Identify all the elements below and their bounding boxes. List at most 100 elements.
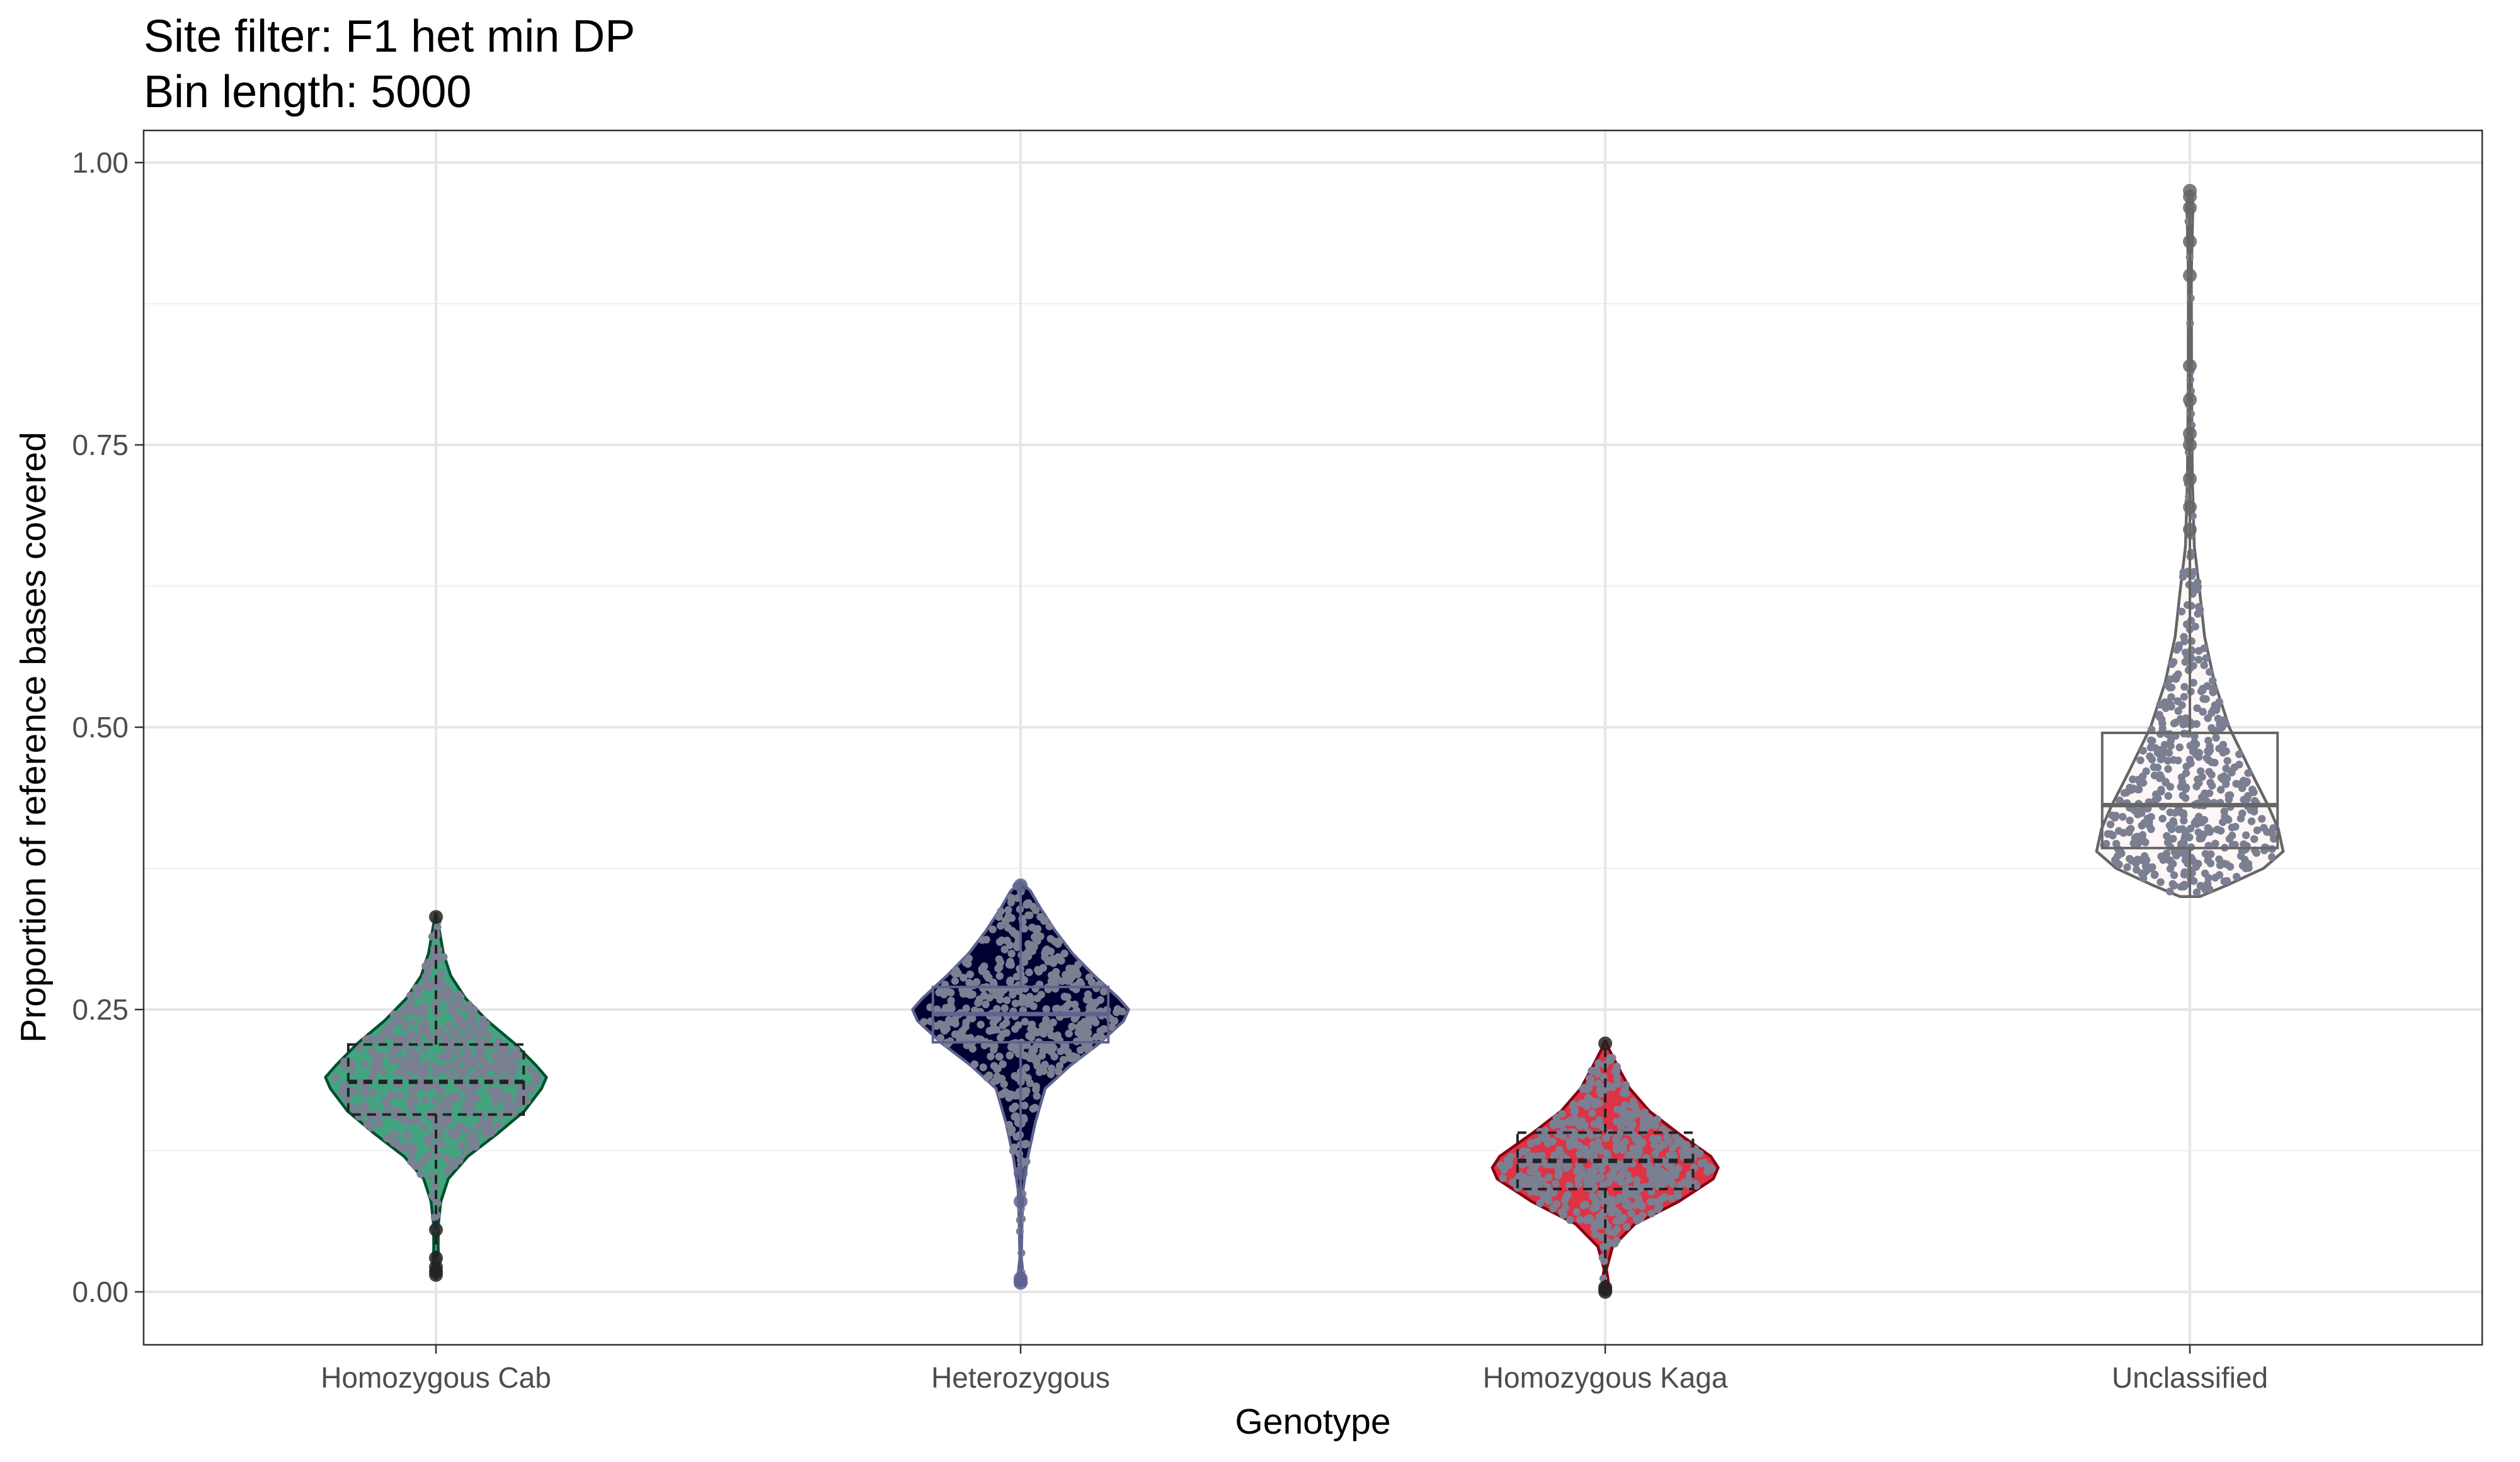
data-point bbox=[1555, 1150, 1564, 1158]
data-point bbox=[2197, 793, 2206, 802]
data-point bbox=[1053, 1031, 1062, 1040]
data-point bbox=[2235, 761, 2243, 769]
data-point bbox=[968, 1045, 977, 1053]
data-point bbox=[513, 1100, 522, 1108]
data-point bbox=[1565, 1182, 1574, 1190]
data-point bbox=[2153, 794, 2162, 803]
data-point bbox=[370, 1088, 378, 1097]
data-point bbox=[2175, 825, 2183, 834]
data-point bbox=[998, 936, 1006, 945]
data-point bbox=[421, 1002, 429, 1010]
data-point bbox=[976, 1020, 985, 1029]
data-point bbox=[1002, 917, 1010, 926]
data-point bbox=[2156, 701, 2164, 709]
data-point bbox=[1065, 1029, 1073, 1038]
data-point bbox=[426, 1140, 434, 1148]
data-point bbox=[2185, 756, 2194, 764]
data-point bbox=[1058, 977, 1067, 986]
data-point bbox=[449, 1030, 457, 1039]
data-point bbox=[978, 967, 987, 976]
data-point bbox=[2205, 768, 2213, 776]
data-point bbox=[472, 1056, 480, 1065]
data-point bbox=[1096, 996, 1104, 1004]
data-point bbox=[1571, 1106, 1579, 1114]
data-point bbox=[495, 1067, 503, 1075]
data-point bbox=[1572, 1140, 1581, 1149]
data-point bbox=[2164, 765, 2172, 773]
outlier-point bbox=[2183, 359, 2197, 373]
data-point bbox=[428, 1131, 437, 1140]
data-point bbox=[2158, 720, 2167, 728]
x-axis: Homozygous Cab Heterozygous Homozygous Kag… bbox=[321, 1345, 2268, 1394]
data-point bbox=[487, 1124, 495, 1132]
data-point bbox=[1576, 1150, 1584, 1158]
data-point bbox=[940, 990, 948, 999]
data-point bbox=[1602, 1149, 1611, 1158]
data-point bbox=[348, 1060, 357, 1068]
data-point bbox=[965, 954, 973, 963]
data-point bbox=[501, 1044, 510, 1052]
data-point bbox=[2150, 763, 2158, 771]
outlier-point bbox=[429, 1223, 443, 1237]
data-point bbox=[1651, 1122, 1659, 1130]
data-point bbox=[2179, 573, 2187, 581]
data-point bbox=[1614, 1209, 1622, 1217]
data-point bbox=[1038, 1065, 1047, 1074]
data-point bbox=[401, 1115, 410, 1124]
data-point bbox=[1581, 1200, 1589, 1209]
data-point bbox=[2169, 756, 2178, 764]
data-point bbox=[1085, 973, 1094, 982]
data-point bbox=[450, 1001, 458, 1009]
data-point bbox=[1013, 894, 1022, 902]
data-point bbox=[442, 1153, 450, 1162]
data-point bbox=[1029, 902, 1038, 911]
outlier-point bbox=[429, 1251, 443, 1265]
data-point bbox=[445, 1115, 454, 1124]
data-point bbox=[2247, 817, 2256, 826]
data-point bbox=[381, 1097, 389, 1105]
y-axis-title: Proportion of reference bases covered bbox=[13, 432, 54, 1043]
data-point bbox=[407, 1086, 415, 1094]
data-point bbox=[2131, 834, 2139, 842]
data-point bbox=[1621, 1162, 1629, 1171]
data-point bbox=[2182, 763, 2191, 771]
data-point bbox=[2161, 748, 2169, 756]
data-point bbox=[2174, 707, 2182, 715]
data-point bbox=[1057, 1047, 1065, 1056]
data-point bbox=[1615, 1130, 1624, 1138]
data-point bbox=[1591, 1230, 1600, 1239]
data-point bbox=[463, 1105, 471, 1114]
data-point bbox=[1626, 1113, 1635, 1121]
data-point bbox=[1594, 1138, 1602, 1146]
data-point bbox=[980, 991, 988, 999]
data-point bbox=[2223, 860, 2231, 868]
data-point bbox=[446, 1062, 454, 1070]
outlier-point bbox=[2183, 427, 2197, 441]
y-tick-label: 0.00 bbox=[72, 1275, 129, 1308]
data-point bbox=[2139, 747, 2147, 755]
data-point bbox=[340, 1082, 348, 1090]
data-point bbox=[2181, 658, 2189, 666]
data-point bbox=[2132, 859, 2140, 868]
data-point bbox=[1046, 1070, 1055, 1079]
data-point bbox=[2216, 861, 2225, 870]
data-point bbox=[1649, 1176, 1657, 1184]
data-point bbox=[2157, 785, 2165, 794]
data-point bbox=[1051, 1004, 1060, 1013]
data-point bbox=[1633, 1176, 1641, 1184]
data-point bbox=[999, 1030, 1007, 1038]
data-point bbox=[2169, 817, 2177, 826]
data-point bbox=[2220, 877, 2228, 885]
data-point bbox=[1639, 1122, 1648, 1131]
data-point bbox=[2165, 856, 2173, 864]
outlier-point bbox=[1014, 1271, 1028, 1286]
data-point bbox=[1036, 932, 1045, 941]
data-point bbox=[487, 1064, 496, 1073]
data-point bbox=[510, 1055, 518, 1063]
panel-background bbox=[144, 130, 2482, 1345]
data-point bbox=[447, 1128, 455, 1137]
outlier-point bbox=[1598, 1280, 1612, 1294]
data-point bbox=[1026, 1079, 1034, 1088]
data-point bbox=[511, 1049, 519, 1057]
data-point bbox=[1519, 1147, 1527, 1156]
